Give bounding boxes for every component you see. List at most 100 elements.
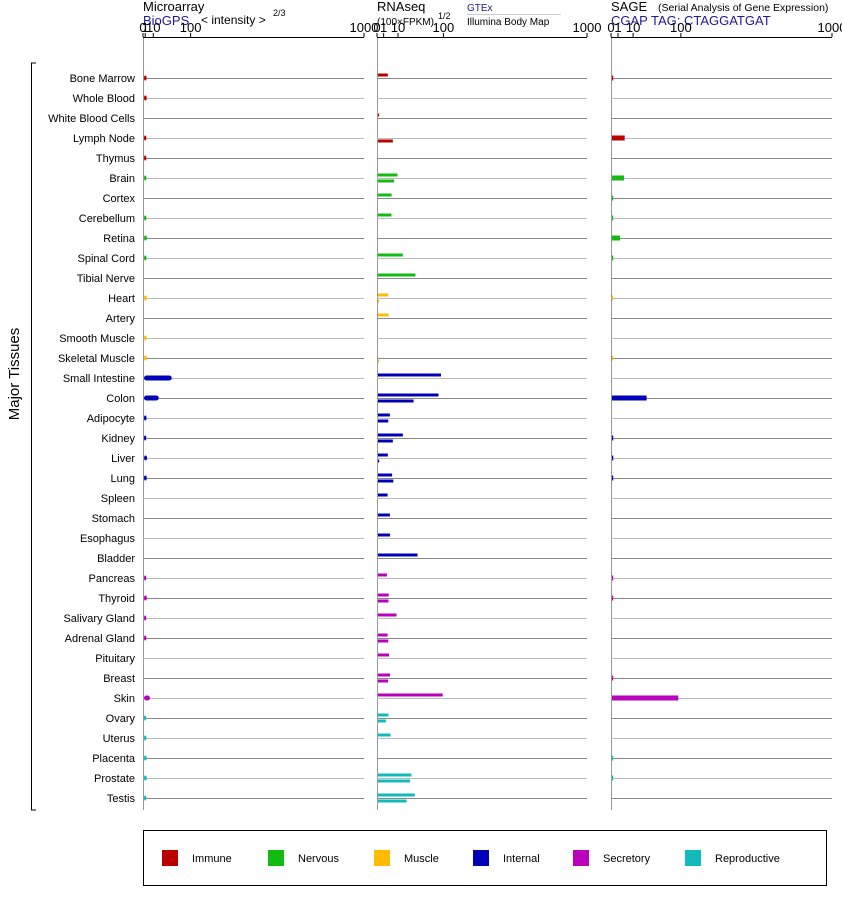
microarray-bar bbox=[144, 435, 147, 441]
tissue-label: Brain bbox=[109, 173, 135, 185]
gtex-bar bbox=[378, 673, 391, 677]
gtex-bar bbox=[378, 113, 380, 117]
tissue-label: Testis bbox=[107, 793, 136, 805]
ibm-bar bbox=[378, 139, 393, 143]
tissue-label: Kidney bbox=[101, 433, 135, 445]
ibm-bar bbox=[378, 779, 411, 783]
gtex-bar bbox=[378, 733, 391, 737]
legend-swatch-muscle bbox=[374, 850, 390, 866]
gtex-bar bbox=[378, 693, 443, 697]
microarray-bar bbox=[144, 395, 159, 401]
y-group-label: Major Tissues bbox=[6, 328, 23, 421]
gtex-bar bbox=[378, 553, 418, 557]
gtex-bar bbox=[378, 633, 388, 637]
tissue-label: Whole Blood bbox=[73, 93, 135, 105]
sage-bar bbox=[612, 575, 614, 581]
sage-bar bbox=[612, 455, 614, 461]
panel-3-subtitle: (Serial Analysis of Gene Expression) bbox=[658, 2, 828, 14]
sage-bar bbox=[612, 255, 614, 261]
gtex-bar bbox=[378, 613, 397, 617]
panel-3-tick-label: 0 bbox=[607, 20, 614, 35]
microarray-bar bbox=[144, 795, 147, 801]
sage-bar bbox=[612, 475, 614, 481]
gtex-bar bbox=[378, 253, 403, 257]
ibm-bar bbox=[378, 439, 393, 443]
tissue-label: Spinal Cord bbox=[78, 253, 135, 265]
gtex-bar bbox=[378, 473, 393, 477]
panel-2-scale-note: (100×FPKM) bbox=[377, 17, 434, 28]
sage-bar bbox=[612, 695, 679, 701]
ibm-bar bbox=[378, 799, 407, 803]
legend-swatch-nervous bbox=[268, 850, 284, 866]
microarray-bar bbox=[144, 75, 147, 81]
tissue-label: Small Intestine bbox=[63, 373, 135, 385]
panel-3-tick-label: 1000 bbox=[818, 20, 842, 35]
tissue-label: Breast bbox=[103, 673, 135, 685]
tissue-label: Salivary Gland bbox=[63, 613, 135, 625]
ibm-bar bbox=[378, 299, 380, 303]
gtex-bar bbox=[378, 193, 392, 197]
panel-2-title: RNAseq bbox=[377, 0, 425, 14]
tissue-label: Thyroid bbox=[98, 593, 135, 605]
legend-label-reproductive: Reproductive bbox=[715, 853, 780, 865]
panel-1-tick-label: 10 bbox=[146, 20, 160, 35]
sage-bar bbox=[612, 355, 614, 361]
ibm-bar bbox=[378, 639, 389, 643]
panel-1-source: BioGPS bbox=[143, 13, 190, 28]
microarray-bar bbox=[144, 735, 147, 741]
tissue-label: Adrenal Gland bbox=[65, 633, 135, 645]
panel-2-tick-label: 0 bbox=[373, 20, 380, 35]
gtex-bar bbox=[378, 713, 389, 717]
microarray-bar bbox=[144, 155, 147, 161]
tissue-label: Colon bbox=[106, 393, 135, 405]
tissue-label: Adipocyte bbox=[87, 413, 135, 425]
microarray-bar bbox=[144, 615, 147, 621]
panel-1-scale-note: < intensity > bbox=[201, 13, 266, 27]
panel-3-tick-label: 10 bbox=[626, 20, 640, 35]
tissue-label: Spleen bbox=[101, 493, 135, 505]
microarray-bar bbox=[144, 575, 147, 581]
ibm-bar bbox=[378, 419, 389, 423]
gtex-bar bbox=[378, 313, 389, 317]
gtex-bar bbox=[378, 273, 416, 277]
panel-1-title: Microarray bbox=[143, 0, 205, 14]
microarray-bar bbox=[144, 455, 148, 461]
ibm-bar bbox=[378, 399, 414, 403]
panel-2-source-gtex[interactable]: GTEx bbox=[467, 3, 493, 14]
legend-swatch-reproductive bbox=[685, 850, 701, 866]
tissue-label: White Blood Cells bbox=[48, 113, 135, 125]
gtex-bar bbox=[378, 653, 390, 657]
sage-bar bbox=[612, 235, 620, 241]
panel-1-tick-label: 0 bbox=[139, 20, 146, 35]
microarray-bar bbox=[144, 295, 147, 301]
legend-label-nervous: Nervous bbox=[298, 853, 339, 865]
tissue-label: Pancreas bbox=[89, 573, 136, 585]
sage-bar bbox=[612, 175, 625, 181]
sage-bar bbox=[612, 755, 614, 761]
tissue-label: Cerebellum bbox=[79, 213, 135, 225]
gtex-bar bbox=[378, 593, 389, 597]
ibm-bar bbox=[378, 479, 394, 483]
tissue-label: Pituitary bbox=[95, 653, 135, 665]
panel-3-tick-label: 100 bbox=[670, 20, 692, 35]
panel-2-tick-label: 10 bbox=[391, 20, 405, 35]
panel-2-source-ibm[interactable]: Illumina Body Map bbox=[467, 17, 550, 28]
panel-1-scale-exponent: 2/3 bbox=[273, 8, 286, 18]
tissue-label: Placenta bbox=[92, 753, 136, 765]
microarray-bar bbox=[144, 355, 147, 361]
ibm-bar bbox=[378, 459, 380, 463]
legend-label-internal: Internal bbox=[503, 853, 540, 865]
sage-bar bbox=[612, 135, 625, 141]
tissue-label: Uterus bbox=[103, 733, 136, 745]
gtex-bar bbox=[378, 493, 388, 497]
legend-swatch-internal bbox=[473, 850, 489, 866]
tissue-label: Thymus bbox=[96, 153, 136, 165]
tissue-label: Esophagus bbox=[80, 533, 136, 545]
gtex-bar bbox=[378, 533, 391, 537]
microarray-bar bbox=[144, 255, 147, 261]
gtex-bar bbox=[378, 413, 390, 417]
microarray-bar bbox=[144, 475, 147, 481]
microarray-bar bbox=[144, 375, 172, 381]
tissue-label: Skin bbox=[114, 693, 135, 705]
